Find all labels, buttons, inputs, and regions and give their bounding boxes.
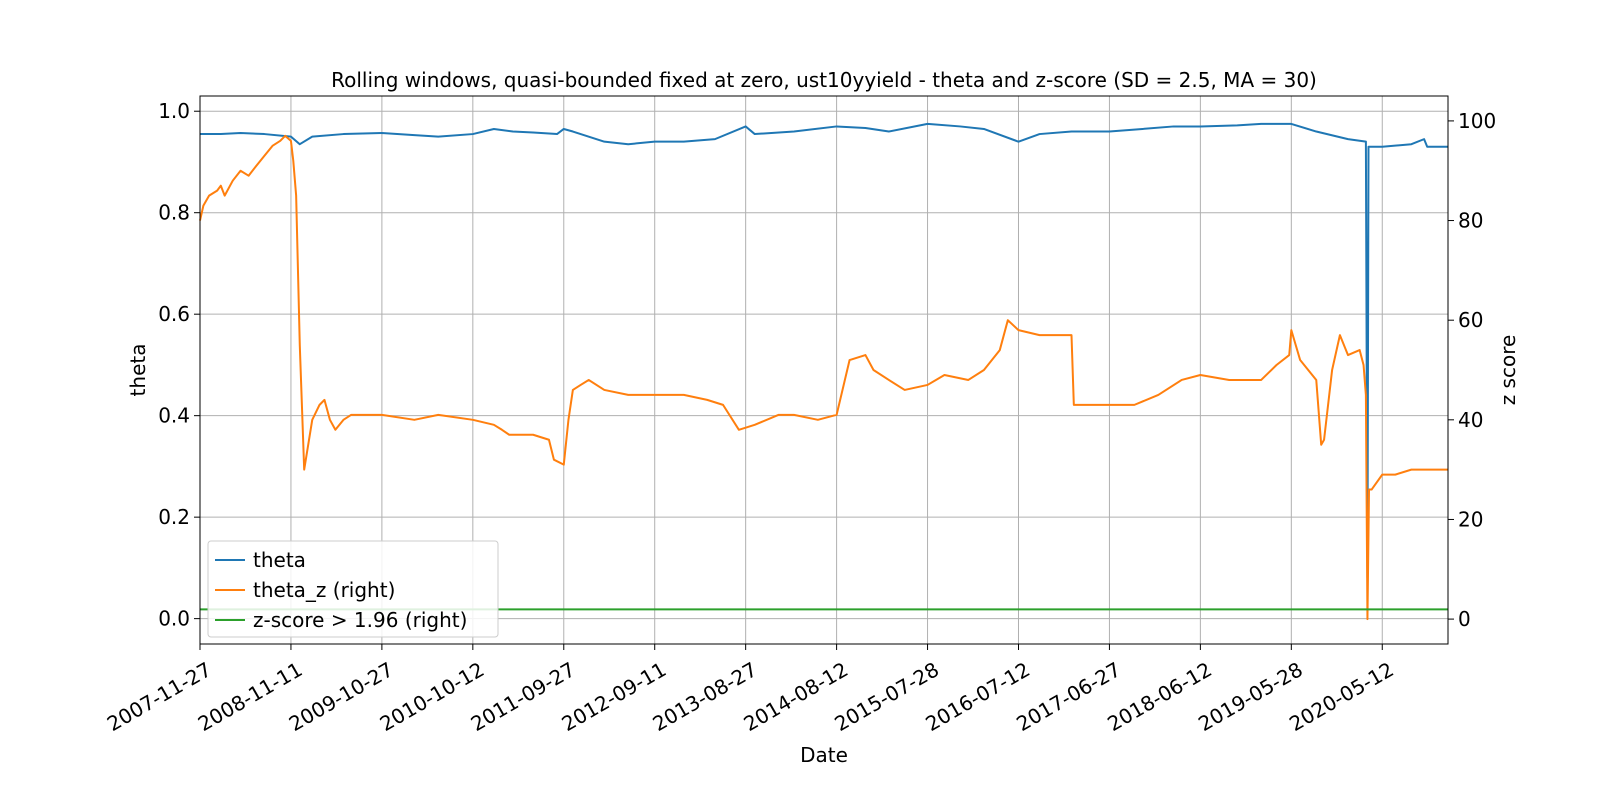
series-line-theta bbox=[200, 122, 1448, 580]
y-left-tick-label: 0.0 bbox=[158, 607, 190, 631]
y-right-tick-label: 80 bbox=[1458, 209, 1483, 233]
y-left-tick-label: 0.6 bbox=[158, 302, 190, 326]
plot-frame bbox=[199, 95, 1449, 645]
legend-box bbox=[207, 540, 499, 638]
legend: theta theta_z (right) z-score > 1.96 (ri… bbox=[207, 540, 499, 638]
series-line-theta-z bbox=[199, 134, 1448, 621]
y-axis-right-label: z score bbox=[1496, 335, 1520, 406]
y-right-tick-label: 60 bbox=[1458, 308, 1483, 332]
y-left-tick-label: 1.0 bbox=[158, 99, 190, 123]
y-right-tick-label: 0 bbox=[1458, 607, 1471, 631]
y-right-tick-label: 40 bbox=[1458, 408, 1483, 432]
y-right-tick-label: 20 bbox=[1458, 507, 1483, 531]
legend-label-theta: theta bbox=[253, 548, 306, 572]
y-right-tick-label: 100 bbox=[1458, 109, 1496, 133]
y-left-tick-label: 0.8 bbox=[158, 201, 190, 225]
legend-label-threshold: z-score > 1.96 (right) bbox=[253, 608, 467, 632]
chart-title: Rolling windows, quasi-bounded fixed at … bbox=[331, 68, 1317, 92]
y-left-tick-label: 0.2 bbox=[158, 505, 190, 529]
legend-label-theta-z: theta_z (right) bbox=[253, 578, 395, 602]
x-axis-label: Date bbox=[800, 743, 848, 767]
grid-layer bbox=[199, 96, 1448, 644]
y-axis-left-label: theta bbox=[126, 344, 150, 397]
y-left-tick-label: 0.4 bbox=[158, 404, 190, 428]
